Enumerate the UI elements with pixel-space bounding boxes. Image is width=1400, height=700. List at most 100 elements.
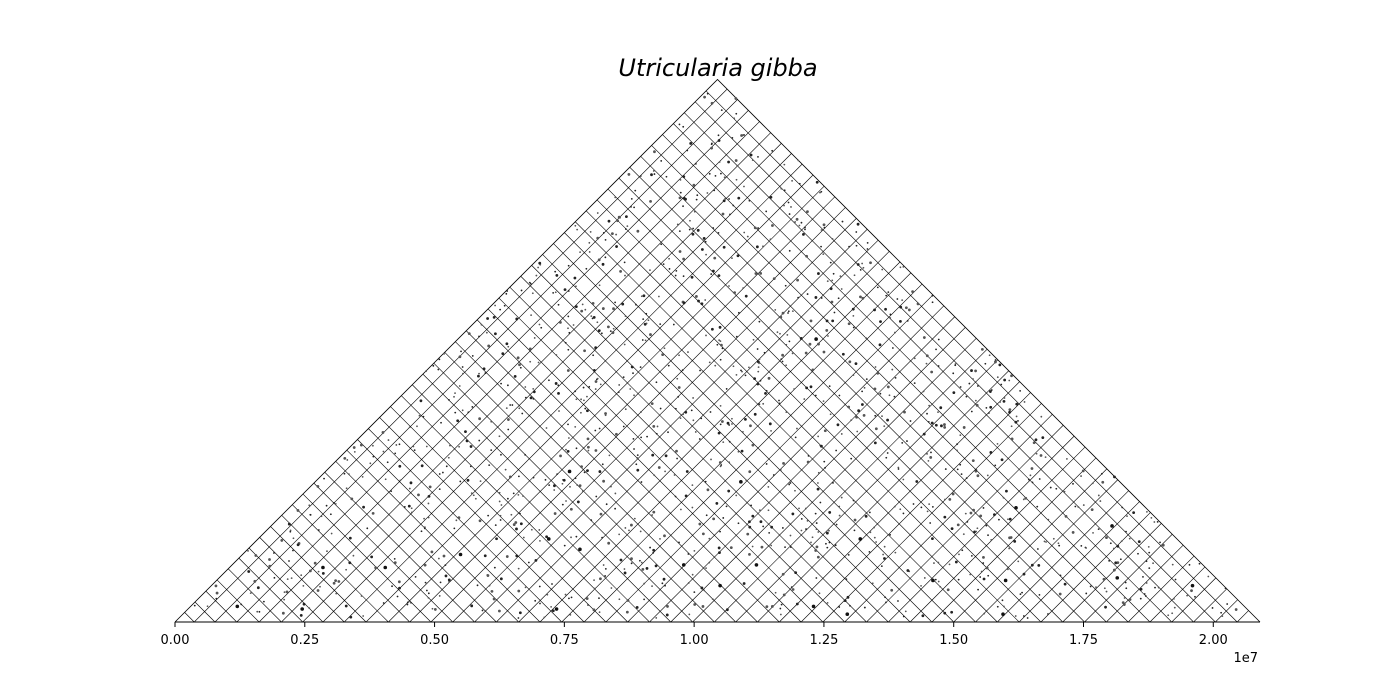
scatter-dot — [832, 482, 834, 484]
scatter-dot — [835, 449, 838, 452]
scatter-dot — [934, 578, 937, 581]
scatter-dot — [713, 256, 717, 260]
scatter-dot — [425, 370, 427, 373]
scatter-dot — [1198, 562, 1201, 565]
scatter-dot — [731, 136, 734, 139]
scatter-dot — [558, 410, 560, 412]
scatter-dot — [1081, 469, 1085, 473]
scatter-dot — [972, 378, 974, 380]
scatter-dot — [345, 568, 348, 571]
scatter-dot — [1039, 454, 1043, 457]
scatter-dot — [477, 374, 480, 378]
scatter-dot — [731, 417, 733, 420]
scatter-dot — [691, 232, 695, 236]
grid-line-left-35 — [564, 232, 954, 623]
grid-line-right-23 — [692, 338, 977, 623]
scatter-dot — [815, 330, 817, 333]
scatter-dot — [968, 382, 971, 385]
scatter-dot — [649, 200, 652, 203]
scatter-dot — [753, 412, 757, 416]
scatter-dot — [529, 360, 532, 363]
scatter-dot — [667, 431, 669, 434]
scatter-dot — [1226, 603, 1229, 605]
scatter-dot — [347, 473, 350, 476]
scatter-dot — [1120, 540, 1123, 543]
scatter-dot — [855, 415, 859, 419]
scatter-dot — [471, 355, 474, 357]
scatter-dot — [987, 534, 989, 537]
scatter-dot — [828, 529, 830, 532]
scatter-dot — [757, 227, 760, 229]
scatter-dot — [769, 238, 772, 241]
scatter-dot — [427, 592, 430, 595]
scatter-dot — [381, 431, 385, 434]
scatter-dot — [660, 243, 663, 246]
scatter-dot — [831, 237, 834, 240]
scatter-dot — [240, 603, 243, 606]
grid-line-right-7 — [344, 163, 803, 623]
scatter-dot — [746, 532, 750, 536]
scatter-dot — [979, 514, 983, 518]
scatter-dot — [714, 364, 717, 367]
scatter-dot — [427, 516, 430, 519]
scatter-dot — [1116, 561, 1120, 565]
scatter-dot — [422, 415, 425, 418]
scatter-dot — [843, 599, 847, 602]
scatter-dot — [384, 478, 387, 481]
scatter-dot — [852, 314, 855, 317]
scatter-dot — [610, 587, 613, 589]
scatter-dot — [717, 134, 720, 137]
scatter-dot — [770, 525, 774, 529]
scatter-dot — [728, 440, 731, 443]
scatter-dot — [809, 319, 813, 323]
scatter-dot — [891, 368, 894, 371]
scatter-dot — [717, 231, 720, 234]
scatter-dot — [899, 305, 903, 309]
triangle-outline — [174, 78, 1261, 623]
scatter-dot — [1100, 472, 1103, 475]
grid-line-right-37 — [997, 490, 1129, 623]
scatter-dot — [719, 423, 722, 426]
scatter-dot — [1125, 530, 1127, 533]
scatter-dot — [682, 257, 686, 261]
scatter-dot — [816, 555, 820, 559]
scatter-dot — [962, 426, 966, 429]
scatter-dot — [847, 322, 851, 326]
scatter-dot — [719, 465, 722, 468]
scatter-dot — [965, 477, 968, 480]
scatter-dot — [287, 522, 291, 526]
scatter-dot — [313, 561, 317, 565]
grid-line-right-40 — [1062, 523, 1162, 623]
scatter-dot — [427, 502, 430, 505]
scatter-dot — [518, 407, 521, 410]
scatter-dot — [779, 315, 783, 319]
scatter-dot — [494, 524, 497, 527]
scatter-dot — [896, 298, 899, 300]
scatter-dot — [690, 409, 693, 412]
scatter-dot — [990, 389, 993, 391]
scatter-dot — [884, 307, 887, 311]
scatter-dot — [678, 230, 681, 232]
scatter-dot — [470, 492, 473, 495]
scatter-dot — [771, 149, 774, 152]
scatter-dot — [564, 593, 567, 596]
grid-line-right-10 — [409, 196, 836, 623]
scatter-dot — [332, 581, 336, 585]
scatter-dot — [498, 491, 501, 494]
scatter-dot — [800, 518, 803, 520]
scatter-dot — [688, 613, 691, 616]
scatter-dot — [762, 245, 764, 248]
scatter-dot — [640, 561, 643, 564]
scatter-dot — [587, 604, 589, 606]
scatter-dot — [478, 335, 480, 338]
grid-line-right-20 — [627, 305, 945, 623]
scatter-dot — [757, 366, 760, 368]
scatter-dot — [882, 553, 885, 556]
scatter-dot — [1072, 482, 1074, 485]
scatter-dot — [348, 561, 352, 565]
scatter-dot — [705, 253, 707, 256]
scatter-dot — [609, 330, 612, 333]
scatter-dot — [829, 261, 832, 264]
scatter-dot — [483, 554, 487, 558]
scatter-dot — [694, 431, 697, 433]
